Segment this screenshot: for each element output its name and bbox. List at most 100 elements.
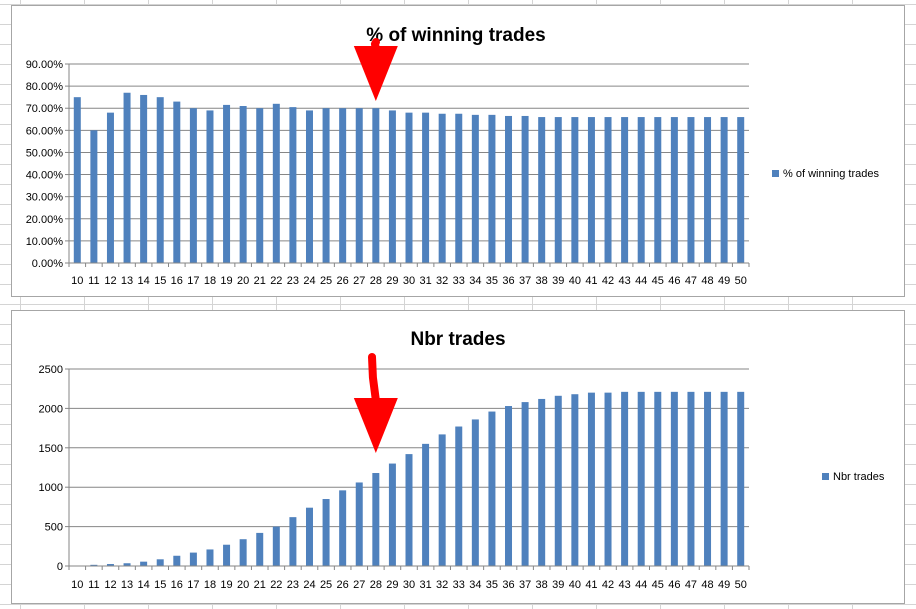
x-tick-label: 40 (569, 275, 581, 287)
x-tick-label: 20 (237, 579, 249, 591)
bar (106, 112, 114, 264)
x-tick-label: 32 (436, 275, 448, 287)
x-tick-label: 37 (519, 275, 531, 287)
y-tick-label: 2500 (39, 364, 63, 376)
legend-label: Nbr trades (833, 471, 885, 483)
arrow-shaft (368, 353, 380, 404)
bar (339, 490, 347, 566)
bar (73, 97, 81, 264)
winning-trades-chart: % of winning trades 0.00% 10.00% 20.00% 30.… (11, 5, 905, 297)
x-tick-label: 44 (635, 275, 647, 287)
x-tick-label: 28 (370, 579, 382, 591)
bar (90, 130, 98, 263)
y-tick-label: 60.00% (26, 125, 64, 137)
x-tick-label: 41 (585, 579, 597, 591)
bar (670, 391, 678, 566)
x-tick-label: 17 (187, 579, 199, 591)
legend-swatch (822, 473, 829, 480)
y-tick-label: 0.00% (32, 258, 63, 270)
y-tick-label: 50.00% (26, 147, 64, 159)
y-tick-label: 1500 (39, 443, 63, 455)
x-tick-label: 32 (436, 579, 448, 591)
x-tick-label: 23 (287, 579, 299, 591)
x-tick-label: 45 (652, 275, 664, 287)
x-tick-label: 13 (121, 579, 133, 591)
x-tick-label: 41 (585, 275, 597, 287)
x-tick-label: 50 (735, 579, 747, 591)
x-tick-label: 44 (635, 579, 647, 591)
bar (140, 94, 148, 263)
bar (654, 117, 662, 263)
arrow-head (353, 398, 398, 453)
x-tick-label: 49 (718, 579, 730, 591)
bar (305, 507, 313, 566)
bar (654, 391, 662, 566)
bar (355, 482, 363, 566)
x-tick-label: 42 (602, 579, 614, 591)
x-tick-label: 34 (469, 579, 481, 591)
bar (223, 544, 231, 566)
x-tick-label: 15 (154, 275, 166, 287)
bar (488, 114, 496, 263)
bar (422, 443, 430, 566)
y-tick-label: 20.00% (26, 214, 64, 226)
x-tick-label: 14 (138, 579, 150, 591)
bar (372, 473, 380, 566)
bar (123, 92, 131, 263)
x-tick-label: 26 (337, 275, 349, 287)
bar (587, 392, 595, 566)
x-tick-label: 21 (254, 579, 266, 591)
x-tick-label: 43 (618, 275, 630, 287)
bar (637, 117, 645, 263)
bar (637, 391, 645, 566)
x-tick-label: 11 (88, 579, 99, 591)
bar (438, 434, 446, 566)
x-tick-label: 36 (502, 275, 514, 287)
x-tick-label: 20 (237, 275, 249, 287)
x-tick-label: 23 (287, 275, 299, 287)
bar (704, 391, 712, 566)
bar (720, 391, 728, 566)
bar (704, 117, 712, 263)
bar (256, 532, 264, 566)
x-tick-label: 16 (171, 275, 183, 287)
bar (488, 411, 496, 566)
x-tick-label: 19 (220, 579, 232, 591)
arrow-head (353, 46, 398, 101)
y-tick-label: 40.00% (26, 170, 64, 182)
x-tick-label: 19 (220, 275, 232, 287)
bar (355, 108, 363, 263)
bar (140, 561, 148, 566)
bar (687, 391, 695, 566)
bar (670, 117, 678, 263)
bar (720, 117, 728, 263)
x-tick-label: 12 (104, 275, 116, 287)
x-tick-label: 24 (303, 275, 315, 287)
legend-swatch (772, 170, 779, 177)
bar (554, 395, 562, 566)
x-tick-label: 26 (337, 579, 349, 591)
bar (521, 115, 529, 263)
x-tick-label: 10 (71, 579, 83, 591)
bar (90, 564, 98, 566)
bar (189, 108, 197, 263)
bar (339, 108, 347, 263)
bar (206, 110, 214, 263)
bar (272, 526, 280, 566)
bar (272, 103, 280, 263)
bar (422, 112, 430, 264)
x-tick-label: 34 (469, 275, 481, 287)
bar (571, 117, 579, 263)
y-tick-label: 30.00% (26, 192, 64, 204)
x-tick-label: 30 (403, 579, 415, 591)
x-tick-label: 38 (536, 275, 548, 287)
y-tick-label: 80.00% (26, 81, 64, 93)
nbr-trades-chart: Nbr trades 0 500 1000 1500 2000 2500 10 11 12 13… (11, 310, 905, 604)
bar (173, 555, 181, 566)
bar (521, 402, 529, 566)
x-tick-label: 28 (370, 275, 382, 287)
x-tick-label: 14 (138, 275, 150, 287)
bar (538, 398, 546, 566)
x-tick-label: 27 (353, 275, 365, 287)
x-tick-label: 31 (419, 275, 431, 287)
